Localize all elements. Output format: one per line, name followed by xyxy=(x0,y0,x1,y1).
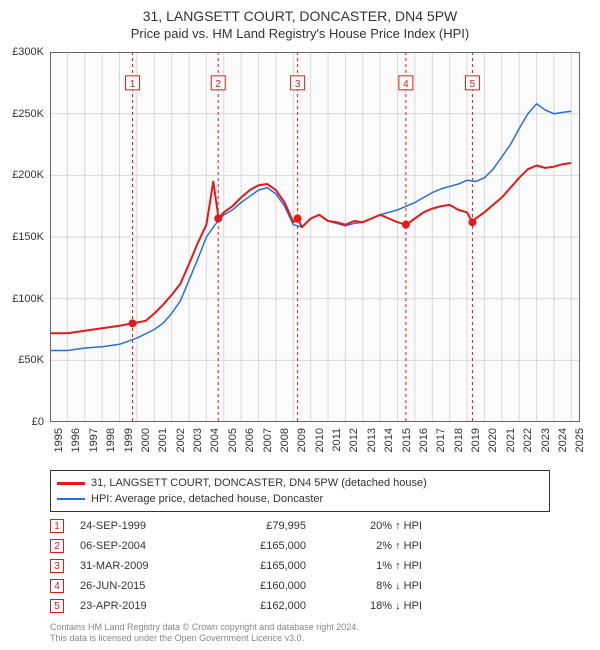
x-axis-tick-label: 1995 xyxy=(53,428,65,452)
sale-marker-box: 3 xyxy=(50,559,64,573)
sale-price: £79,995 xyxy=(206,520,306,532)
footer: Contains HM Land Registry data © Crown c… xyxy=(50,622,550,644)
y-axis-tick-label: £100K xyxy=(12,293,44,305)
sale-price: £160,000 xyxy=(206,580,306,592)
svg-text:2: 2 xyxy=(215,79,221,90)
legend-swatch xyxy=(57,482,85,485)
sale-delta: 2% ↑ HPI xyxy=(322,540,422,552)
legend-row: 31, LANGSETT COURT, DONCASTER, DN4 5PW (… xyxy=(57,475,543,491)
y-axis-tick-label: £0 xyxy=(32,416,44,428)
svg-text:3: 3 xyxy=(295,79,301,90)
y-axis-tick-label: £150K xyxy=(12,231,44,243)
x-axis-tick-label: 2003 xyxy=(192,428,204,452)
sale-marker-box: 4 xyxy=(50,579,64,593)
y-axis-tick-label: £50K xyxy=(18,354,44,366)
sales-table: 1 24-SEP-1999 £79,995 20% ↑ HPI 2 06-SEP-2004… xyxy=(50,516,550,616)
x-axis-tick-label: 2018 xyxy=(453,428,465,452)
sale-date: 31-MAR-2009 xyxy=(80,560,190,572)
sale-delta: 8% ↓ HPI xyxy=(322,580,422,592)
plot-area: 1 2 3 4 5 xyxy=(50,52,580,422)
svg-text:4: 4 xyxy=(403,79,409,90)
x-axis-tick-label: 1997 xyxy=(88,428,100,452)
x-axis-tick-label: 2010 xyxy=(314,428,326,452)
x-axis-tick-label: 2013 xyxy=(366,428,378,452)
x-axis-tick-label: 2015 xyxy=(401,428,413,452)
title-main: 31, LANGSETT COURT, DONCASTER, DN4 5PW xyxy=(0,8,600,24)
x-axis-tick-label: 2005 xyxy=(227,428,239,452)
sale-date: 26-JUN-2015 xyxy=(80,580,190,592)
sale-price: £165,000 xyxy=(206,560,306,572)
x-axis-tick-label: 2019 xyxy=(470,428,482,452)
sale-row: 5 23-APR-2019 £162,000 18% ↓ HPI xyxy=(50,596,550,616)
x-axis-tick-label: 2020 xyxy=(487,428,499,452)
legend-box: 31, LANGSETT COURT, DONCASTER, DN4 5PW (… xyxy=(50,470,550,512)
x-axis-tick-label: 2023 xyxy=(540,428,552,452)
x-axis-tick-label: 2017 xyxy=(435,428,447,452)
sale-price: £165,000 xyxy=(206,540,306,552)
title-subtitle: Price paid vs. HM Land Registry's House … xyxy=(0,26,600,41)
x-axis-tick-label: 1999 xyxy=(123,428,135,452)
sale-marker-box: 5 xyxy=(50,599,64,613)
sale-delta: 20% ↑ HPI xyxy=(322,520,422,532)
sale-delta: 18% ↓ HPI xyxy=(322,600,422,612)
sale-delta: 1% ↑ HPI xyxy=(322,560,422,572)
sale-price: £162,000 xyxy=(206,600,306,612)
legend-row: HPI: Average price, detached house, Donc… xyxy=(57,491,543,507)
x-axis-tick-label: 2021 xyxy=(505,428,517,452)
footer-line-2: This data is licensed under the Open Gov… xyxy=(50,633,550,644)
sale-date: 23-APR-2019 xyxy=(80,600,190,612)
x-axis-tick-label: 2007 xyxy=(262,428,274,452)
x-axis-tick-label: 2006 xyxy=(244,428,256,452)
x-axis-tick-label: 2001 xyxy=(157,428,169,452)
x-axis-tick-label: 2009 xyxy=(296,428,308,452)
sale-row: 2 06-SEP-2004 £165,000 2% ↑ HPI xyxy=(50,536,550,556)
sale-row: 1 24-SEP-1999 £79,995 20% ↑ HPI xyxy=(50,516,550,536)
x-axis-tick-label: 2012 xyxy=(348,428,360,452)
footer-line-1: Contains HM Land Registry data © Crown c… xyxy=(50,622,550,633)
x-axis-tick-label: 1996 xyxy=(70,428,82,452)
sale-marker-box: 2 xyxy=(50,539,64,553)
svg-text:5: 5 xyxy=(470,79,476,90)
legend-label: HPI: Average price, detached house, Donc… xyxy=(91,493,323,505)
x-axis-tick-label: 2022 xyxy=(522,428,534,452)
sale-row: 3 31-MAR-2009 £165,000 1% ↑ HPI xyxy=(50,556,550,576)
sale-date: 24-SEP-1999 xyxy=(80,520,190,532)
y-axis-labels: £0£50K£100K£150K£200K£250K£300K xyxy=(0,52,48,422)
legend-swatch xyxy=(57,498,85,500)
legend-label: 31, LANGSETT COURT, DONCASTER, DN4 5PW (… xyxy=(91,477,427,489)
plot-svg: 1 2 3 4 5 xyxy=(50,52,580,422)
sale-row: 4 26-JUN-2015 £160,000 8% ↓ HPI xyxy=(50,576,550,596)
y-axis-tick-label: £250K xyxy=(12,108,44,120)
chart-container: 31, LANGSETT COURT, DONCASTER, DN4 5PW P… xyxy=(0,0,600,650)
x-axis-tick-label: 2000 xyxy=(140,428,152,452)
x-axis-tick-label: 2016 xyxy=(418,428,430,452)
title-block: 31, LANGSETT COURT, DONCASTER, DN4 5PW P… xyxy=(0,0,600,41)
y-axis-tick-label: £300K xyxy=(12,46,44,58)
x-axis-labels: 1995 1996 1997 1998 1999 2000 2001 2002 2003 2004… xyxy=(50,424,580,472)
x-axis-tick-label: 2004 xyxy=(209,428,221,452)
x-axis-tick-label: 2002 xyxy=(175,428,187,452)
sale-date: 06-SEP-2004 xyxy=(80,540,190,552)
x-axis-tick-label: 2014 xyxy=(383,428,395,452)
x-axis-tick-label: 2024 xyxy=(557,428,569,452)
x-axis-tick-label: 2008 xyxy=(279,428,291,452)
svg-text:1: 1 xyxy=(130,79,136,90)
y-axis-tick-label: £200K xyxy=(12,169,44,181)
x-axis-tick-label: 2025 xyxy=(574,428,586,452)
x-axis-tick-label: 2011 xyxy=(331,428,343,452)
sale-marker-box: 1 xyxy=(50,519,64,533)
x-axis-tick-label: 1998 xyxy=(105,428,117,452)
